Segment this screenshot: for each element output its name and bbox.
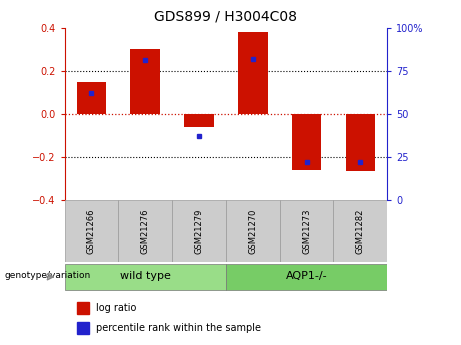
Bar: [77, 303, 89, 314]
Bar: [65, 200, 118, 262]
Bar: [346, 114, 375, 171]
Title: GDS899 / H3004C08: GDS899 / H3004C08: [154, 10, 297, 24]
Bar: [118, 200, 172, 262]
Text: log ratio: log ratio: [96, 303, 136, 313]
Text: GSM21282: GSM21282: [356, 208, 365, 254]
Bar: [292, 114, 321, 170]
Text: GSM21273: GSM21273: [302, 208, 311, 254]
Bar: [184, 114, 214, 127]
Text: percentile rank within the sample: percentile rank within the sample: [96, 323, 261, 333]
Text: GSM21270: GSM21270: [248, 208, 257, 254]
Bar: [280, 200, 333, 262]
Text: GSM21276: GSM21276: [141, 208, 150, 254]
Bar: [226, 264, 387, 290]
Bar: [333, 200, 387, 262]
Text: wild type: wild type: [120, 271, 171, 281]
Bar: [77, 322, 89, 334]
Bar: [238, 32, 267, 114]
Text: GSM21279: GSM21279: [195, 208, 203, 254]
Bar: [226, 200, 280, 262]
Text: GSM21266: GSM21266: [87, 208, 96, 254]
Bar: [65, 264, 226, 290]
Bar: [77, 81, 106, 114]
Text: genotype/variation: genotype/variation: [5, 271, 91, 280]
Text: AQP1-/-: AQP1-/-: [286, 271, 327, 281]
Bar: [130, 49, 160, 114]
Bar: [172, 200, 226, 262]
